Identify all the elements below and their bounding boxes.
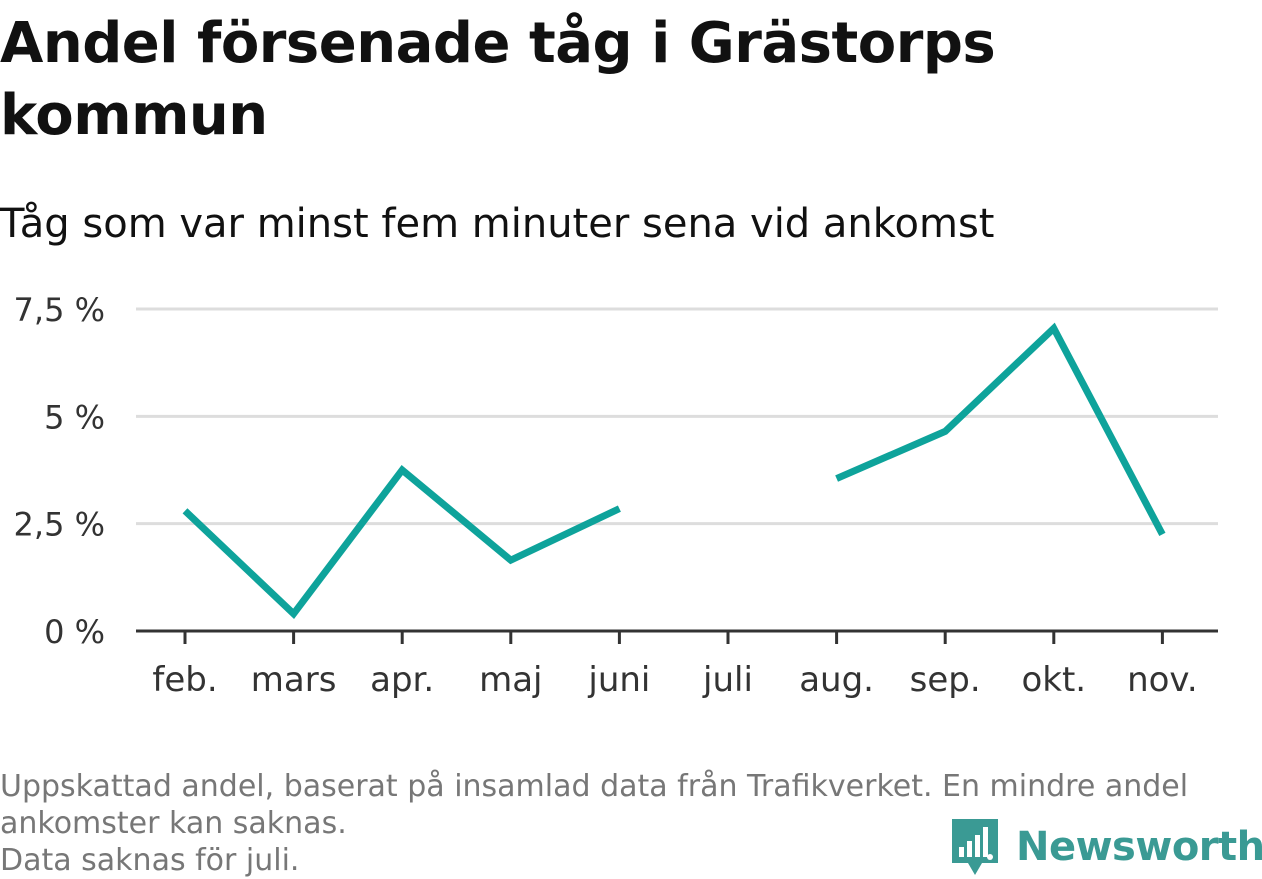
series-lines <box>182 322 1166 620</box>
x-tick-label: sep. <box>910 660 981 700</box>
newsworthy-logo-icon <box>952 819 998 875</box>
y-tick-label: 7,5 % <box>14 291 105 329</box>
x-tick-label: feb. <box>152 660 217 700</box>
series-line-segment <box>182 464 621 620</box>
y-tick-label: 0 % <box>44 613 105 651</box>
y-axis-ticks: 0 % 2,5 % 5 % 7,5 % <box>14 291 105 651</box>
x-tick-label: mars <box>251 660 337 700</box>
x-tick-label: apr. <box>370 660 434 700</box>
x-tick-label: juni <box>587 660 650 700</box>
gridlines <box>136 307 1218 526</box>
x-tick-label: juli <box>702 660 753 700</box>
x-tick-label: aug. <box>799 660 874 700</box>
x-tick-label: okt. <box>1021 660 1086 700</box>
brand-name: Newsworthy <box>1016 824 1262 870</box>
chart-title: Andel försenade tåg i Grästorps kommun <box>0 11 996 148</box>
footnote-line: Uppskattad andel, baserat på insamlad da… <box>0 769 1189 804</box>
x-tick-label: nov. <box>1127 660 1198 700</box>
footnote-line: Data saknas för juli. <box>0 843 300 878</box>
x-tick-label: maj <box>479 660 542 700</box>
series-line-segment <box>835 322 1166 537</box>
y-tick-label: 2,5 % <box>14 506 105 544</box>
y-tick-label: 5 % <box>44 398 105 436</box>
chart-subtitle: Tåg som var minst fem minuter sena vid a… <box>0 201 995 247</box>
footnote-line: ankomster kan saknas. <box>0 806 347 841</box>
x-axis: feb. mars apr. maj juni juli aug. sep. okt. nov. <box>136 629 1218 700</box>
footnote: Uppskattad andel, baserat på insamlad da… <box>0 768 1250 879</box>
brand: Newsworthy <box>950 816 1262 878</box>
line-chart: 0 % 2,5 % 5 % 7,5 % feb. mars apr. maj juni juli… <box>14 291 1218 700</box>
